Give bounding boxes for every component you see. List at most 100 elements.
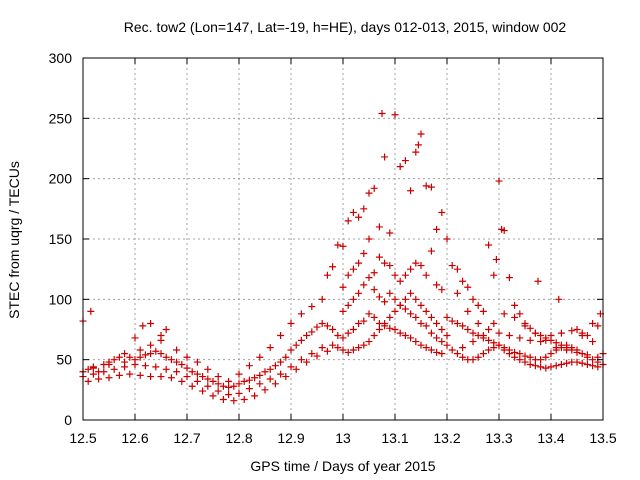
data-point [251, 374, 259, 382]
data-point [391, 307, 399, 315]
data-point [355, 259, 363, 267]
data-point [557, 360, 565, 368]
data-point [381, 259, 389, 267]
data-point [230, 397, 238, 405]
data-point [438, 350, 446, 358]
data-point [464, 307, 472, 315]
data-point [469, 338, 477, 346]
x-tick-labels: 12.5 12.6 12.7 12.8 12.9 13 13.1 13.2 13.3 13.4 13… [69, 430, 616, 446]
data-point [131, 360, 139, 368]
data-point [318, 319, 326, 327]
data-point [396, 277, 404, 285]
data-point [225, 383, 233, 391]
data-point [334, 241, 342, 249]
data-point [355, 289, 363, 297]
data-point [344, 348, 352, 356]
data-point [139, 322, 147, 330]
data-point [573, 358, 581, 366]
data-point [433, 334, 441, 342]
data-point [183, 364, 191, 372]
data-point [396, 163, 404, 171]
data-point [589, 356, 597, 364]
data-point [240, 395, 248, 403]
data-point [485, 241, 493, 249]
data-point [365, 189, 373, 197]
data-point [261, 386, 269, 394]
data-point [349, 265, 357, 273]
data-point [386, 262, 394, 270]
data-point [417, 301, 425, 309]
data-point [505, 332, 513, 340]
data-point [329, 341, 337, 349]
data-point [500, 227, 508, 235]
data-point [360, 341, 368, 349]
data-point [555, 295, 563, 303]
data-point [516, 350, 524, 358]
data-point [594, 322, 602, 330]
data-point [407, 265, 415, 273]
data-point [84, 377, 92, 385]
data-point [199, 373, 207, 381]
x-tick-label: 12.5 [69, 430, 96, 446]
data-point [448, 262, 456, 270]
data-point [115, 371, 123, 379]
y-tick-label: 0 [64, 412, 72, 428]
data-point [391, 111, 399, 119]
data-point [282, 373, 290, 381]
data-point [537, 363, 545, 371]
data-point [521, 358, 529, 366]
data-point [516, 310, 524, 318]
data-point [381, 298, 389, 306]
data-point [339, 334, 347, 342]
data-point [474, 301, 482, 309]
data-point [271, 362, 279, 370]
data-point [209, 377, 217, 385]
data-point [552, 344, 560, 352]
data-point [349, 295, 357, 303]
data-point [292, 365, 300, 373]
data-point [370, 332, 378, 340]
data-point [542, 336, 550, 344]
data-point [173, 346, 181, 354]
data-point [375, 293, 383, 301]
data-point [344, 329, 352, 337]
data-point [152, 347, 160, 355]
data-point [547, 332, 555, 340]
data-point [193, 370, 201, 378]
data-point [344, 217, 352, 225]
data-point [531, 362, 539, 370]
data-point [240, 377, 248, 385]
data-point [193, 377, 201, 385]
data-point [329, 326, 337, 333]
data-point [443, 313, 451, 321]
data-point [162, 326, 170, 333]
data-point [500, 310, 508, 318]
data-point [344, 271, 352, 279]
data-point [557, 329, 565, 337]
data-point [318, 344, 326, 352]
data-point [469, 329, 477, 337]
data-point [526, 360, 534, 368]
data-point [401, 332, 409, 340]
data-point [433, 281, 441, 289]
data-point [308, 328, 316, 336]
data-point [339, 307, 347, 315]
data-point [422, 322, 430, 330]
axis-ticks [82, 57, 604, 421]
data-point [492, 256, 500, 264]
x-tick-label: 12.7 [173, 430, 200, 446]
data-point [414, 141, 422, 149]
data-point [344, 301, 352, 309]
data-point [199, 387, 207, 395]
data-point [417, 319, 425, 327]
data-point [490, 319, 498, 327]
data-point [521, 322, 529, 330]
data-point [378, 110, 386, 118]
data-point [438, 286, 446, 294]
data-point [365, 310, 373, 318]
data-point [516, 356, 524, 364]
data-point [495, 177, 503, 185]
data-point [339, 283, 347, 291]
data-point [578, 359, 586, 367]
